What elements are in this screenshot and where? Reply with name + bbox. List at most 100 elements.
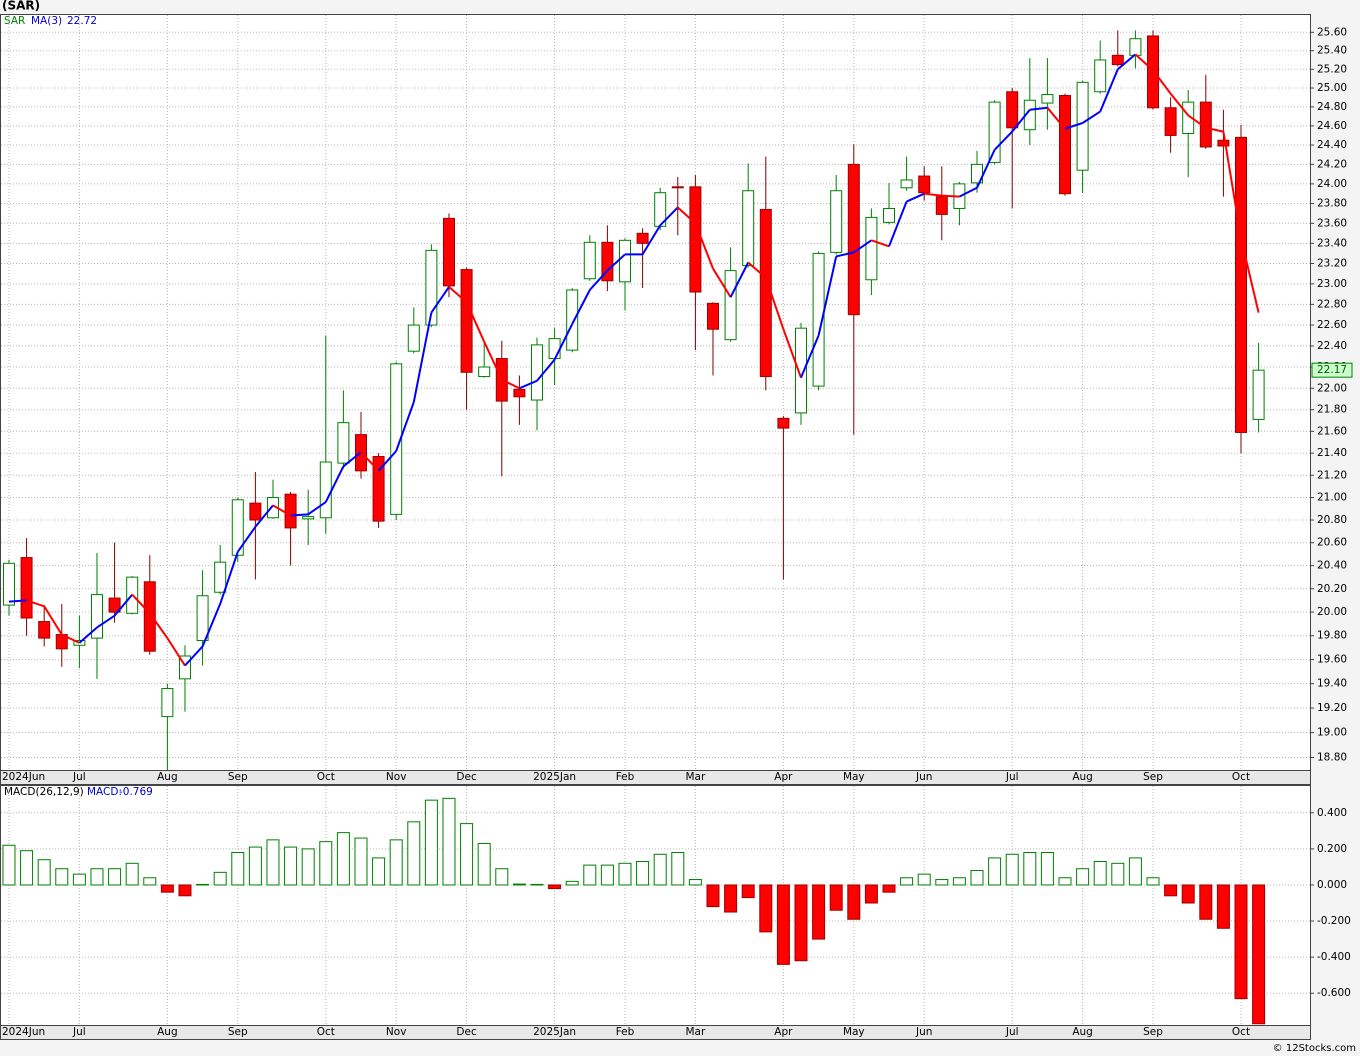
candle-body (284, 493, 297, 529)
ma-segment (448, 286, 468, 304)
y-tick-label: 25.40 (1317, 45, 1347, 57)
macd-bar (231, 851, 245, 886)
ma-segment (201, 603, 222, 647)
macd-bar (1076, 868, 1090, 886)
title: (SAR) (2, 0, 40, 13)
ma-segment (641, 224, 662, 255)
candle-body (73, 639, 86, 646)
ma-segment (1222, 131, 1242, 239)
ma-segment (835, 251, 855, 258)
date-strip (0, 1025, 1311, 1040)
legend-symbol: SAR (4, 15, 25, 27)
candle-body (460, 269, 473, 373)
candle-body (1182, 101, 1195, 135)
y-tick-label: 20.40 (1317, 560, 1347, 572)
macd-bar (1111, 862, 1125, 886)
candle-body (812, 252, 825, 387)
x-tick-label: Sep (1143, 771, 1163, 783)
ma-segment (747, 261, 767, 279)
price-panel (0, 14, 1311, 771)
macd-bar (653, 853, 667, 886)
ma-segment (272, 504, 292, 517)
y-tick-label: 22.00 (1317, 382, 1347, 394)
macd-bar (952, 877, 966, 886)
candle-body (794, 327, 807, 414)
candle-body (689, 186, 702, 293)
price-tag-label: 22.17 (1317, 364, 1347, 376)
y-tick-label: 23.00 (1317, 278, 1347, 290)
ma-line (8, 53, 1260, 667)
macd-bar (583, 864, 597, 886)
y-tick-label: 23.20 (1317, 258, 1347, 270)
macd-bar (829, 884, 843, 911)
ma-segment (536, 358, 556, 382)
x-tick-label: Nov (386, 1026, 407, 1038)
x-tick-label: Oct (317, 771, 335, 783)
y-tick-label: 24.00 (1317, 178, 1347, 190)
ma-segment (817, 256, 838, 336)
ma-segment (553, 323, 574, 361)
x-tick-label: 2025Jan (533, 1026, 576, 1038)
macd-bar (706, 884, 720, 908)
candle-body (601, 241, 614, 282)
x-tick-label: Oct (1232, 771, 1250, 783)
y-tick-label: 21.40 (1317, 447, 1347, 459)
x-tick-label: Jun (915, 771, 932, 783)
y-tick-label: 24.60 (1317, 120, 1347, 132)
ma-segment (677, 206, 697, 225)
macd-bar (512, 883, 526, 886)
ma-segment (113, 593, 133, 617)
y-tick-label: -0.400 (1317, 951, 1351, 963)
y-tick-label: 23.60 (1317, 217, 1347, 229)
macd-bar (266, 839, 280, 886)
macd-bar (530, 883, 544, 886)
y-tick-label: 21.20 (1317, 469, 1347, 481)
x-tick-label: Sep (1143, 1026, 1163, 1038)
x-tick-label: Jun (915, 1026, 932, 1038)
macd-bar (935, 879, 949, 886)
date-strip (0, 770, 1311, 785)
ma-segment (589, 269, 609, 291)
macd-bar (1252, 884, 1266, 1025)
x-tick-label: Aug (157, 1026, 178, 1038)
y-tick-label: 19.20 (1317, 702, 1347, 714)
x-tick-label: Sep (228, 771, 248, 783)
macd-bar (477, 842, 491, 886)
macd-bar (917, 873, 931, 886)
candle-body (1147, 35, 1160, 109)
x-tick-label: May (843, 1026, 865, 1038)
macd-bar (196, 883, 210, 886)
x-tick-label: Sep (228, 1026, 248, 1038)
legend-macd-name: MACD: (87, 786, 122, 798)
macd-bar (372, 857, 386, 886)
macd-bar (688, 879, 702, 886)
y-tick-label: 19.40 (1317, 678, 1347, 690)
candle-body (847, 163, 860, 316)
macd-bar (1199, 884, 1213, 920)
macd-bar (20, 850, 34, 886)
price-tag (1311, 362, 1353, 378)
ma-segment (43, 605, 63, 636)
y-tick-label: 25.00 (1317, 82, 1347, 94)
macd-bar (460, 823, 474, 886)
y-tick-label: 24.20 (1317, 158, 1347, 170)
candle-body (671, 186, 684, 189)
candle-body (1217, 139, 1230, 147)
y-tick-label: 19.00 (1317, 727, 1347, 739)
candle-body (1059, 95, 1072, 195)
ma-segment (78, 626, 98, 644)
macd-bar (1216, 884, 1230, 929)
y-tick-label: 0.000 (1317, 879, 1347, 891)
ma-segment (290, 513, 309, 517)
candle-body (530, 344, 543, 401)
candle-body (143, 581, 156, 652)
y-tick-label: 18.80 (1317, 751, 1347, 763)
ma-segment (694, 222, 714, 269)
macd-bar (1128, 857, 1142, 886)
macd-bar (759, 884, 773, 933)
ma-segment (1169, 93, 1189, 117)
y-tick-label: 20.80 (1317, 514, 1347, 526)
ma-segment (571, 289, 591, 325)
macd-bar (1040, 851, 1054, 886)
